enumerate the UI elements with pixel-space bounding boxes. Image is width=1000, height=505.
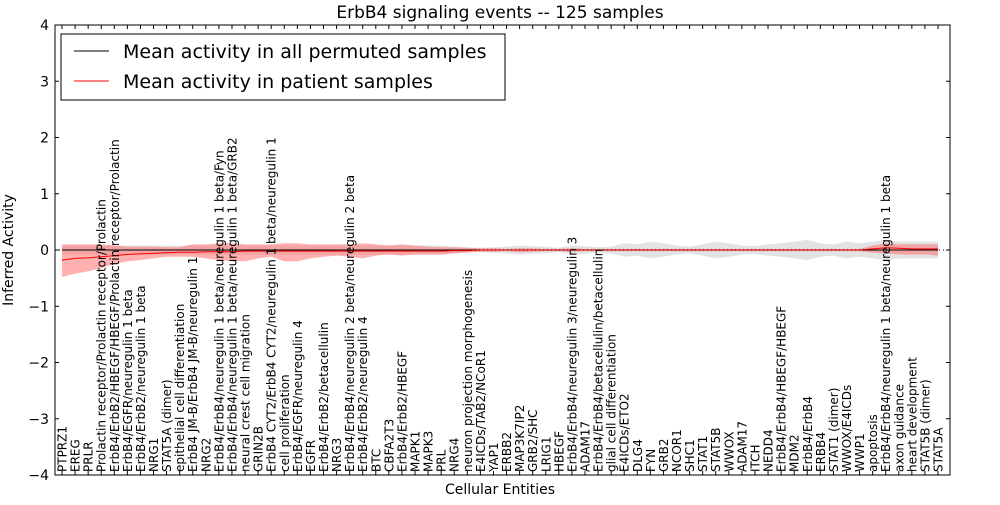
x-category-label: NRG2 bbox=[199, 438, 213, 472]
x-category-label: MAPK3 bbox=[422, 431, 436, 472]
x-category-label: GRB2 bbox=[657, 438, 671, 472]
x-category-label: ErbB4 JM-B/ErbB4 JM-B/neuregulin 1 bbox=[186, 257, 200, 472]
x-category-label: NEDD4 bbox=[762, 429, 776, 472]
x-category-label: ErbB4/ErbB2/neuregulin 4 bbox=[356, 316, 370, 472]
x-category-label: glial cell differentiation bbox=[605, 334, 619, 472]
y-axis-title: Inferred Activity bbox=[1, 194, 17, 306]
x-category-label: ITCH bbox=[749, 444, 763, 472]
y-tick-label: 1 bbox=[40, 187, 49, 203]
x-category-label: ErbB4/ErbB2/betacellulin bbox=[317, 322, 331, 472]
x-category-label: EREG bbox=[69, 439, 83, 472]
y-tick-label: −1 bbox=[28, 299, 49, 315]
x-category-label: E4ICDs/ETO2 bbox=[618, 393, 632, 472]
x-category-label: SHC1 bbox=[683, 439, 697, 472]
x-category-label: ADAM17 bbox=[579, 421, 593, 472]
series-lines bbox=[55, 247, 950, 261]
x-category-label: STAT5B (dimer) bbox=[918, 379, 932, 472]
x-category-label: STAT5B bbox=[709, 428, 723, 473]
x-category-label: MAPK1 bbox=[409, 431, 423, 472]
y-tick-label: −3 bbox=[28, 412, 49, 428]
x-category-label: ErbB4/ErbB4/HBEGF/HBEGF bbox=[775, 306, 789, 472]
x-category-label: NRG3 bbox=[330, 438, 344, 472]
x-category-label: ErbB4/ErbB4/betacellulin/betacellulin bbox=[592, 249, 606, 472]
x-category-label: CBFA2T3 bbox=[382, 419, 396, 472]
x-axis bbox=[61, 25, 939, 475]
x-category-label: ERBB4 bbox=[814, 432, 828, 472]
x-category-label: ErbB4/EGFR/neuregulin 1 beta bbox=[121, 289, 135, 472]
x-category-label: ErbB4/ErbB4/neuregulin 2 beta/neuregulin… bbox=[343, 175, 357, 472]
x-category-label: STAT1 bbox=[696, 436, 710, 472]
x-category-label: GRIN2B bbox=[252, 426, 266, 472]
x-category-label: E4ICDs/TAB2/NCoR1 bbox=[474, 350, 488, 472]
x-category-label: ErbB4 CYT2/ErbB4 CYT2/neuregulin 1 beta/… bbox=[265, 137, 279, 472]
x-category-label: LRIG1 bbox=[539, 437, 553, 473]
y-tick-label: 4 bbox=[40, 18, 49, 34]
x-category-label: cell proliferation bbox=[278, 374, 292, 472]
x-category-label: EGFR bbox=[304, 440, 318, 472]
x-category-label: ErbB4/EGFR/neuregulin 4 bbox=[291, 320, 305, 472]
x-category-label: YAP1 bbox=[487, 443, 501, 473]
x-category-label: PRLR bbox=[82, 441, 96, 472]
x-category-label: PRL bbox=[435, 449, 449, 472]
x-category-label: ErbB4/ErbB2/neuregulin 1 beta bbox=[134, 285, 148, 472]
legend-label-1: Mean activity in patient samples bbox=[123, 71, 433, 93]
y-tick-label: −2 bbox=[28, 356, 49, 372]
legend-label-0: Mean activity in all permuted samples bbox=[123, 41, 486, 63]
legend-box bbox=[60, 33, 506, 101]
y-tick-label: 3 bbox=[40, 74, 49, 90]
x-category-label: WWP1 bbox=[853, 433, 867, 472]
x-category-label: Prolactin receptor/Prolactin receptor/Pr… bbox=[95, 199, 109, 472]
x-category-label: STAT1 (dimer) bbox=[827, 388, 841, 472]
x-category-label: neural crest cell migration bbox=[239, 314, 253, 472]
x-category-label: WWOX bbox=[722, 431, 736, 472]
x-category-label: ErbB4/ErbB2/HBEGF bbox=[395, 351, 409, 472]
x-category-label: WWOX/E4ICDs bbox=[840, 385, 854, 472]
x-category-label: ErbB4/ErbB4/neuregulin 1 beta/neuregulin… bbox=[212, 150, 226, 472]
x-category-label: STAT5A bbox=[932, 427, 946, 472]
x-category-label: FYN bbox=[644, 449, 658, 472]
x-category-label: NCOR1 bbox=[670, 429, 684, 472]
x-category-label: ErbB4/ErbB4/neuregulin 1 beta/neuregulin… bbox=[879, 175, 893, 472]
x-axis-title: Cellular Entities bbox=[445, 482, 555, 498]
chart-title: ErbB4 signaling events -- 125 samples bbox=[336, 3, 663, 23]
x-category-label: GRB2/SHC bbox=[526, 409, 540, 472]
x-category-label: axon guidance bbox=[892, 384, 906, 472]
category-labels: PTPRZ1 EREG PRLR Prolactin receptor/Prolact… bbox=[56, 137, 946, 473]
x-category-label: MAP3K7IP2 bbox=[513, 405, 527, 472]
x-category-label: HBEGF bbox=[552, 431, 566, 472]
y-tick-label: −4 bbox=[28, 468, 49, 484]
x-category-label: apoptosis bbox=[866, 414, 880, 472]
series-band-1 bbox=[62, 243, 938, 277]
x-category-label: heart development bbox=[905, 357, 919, 472]
x-category-label: DLG4 bbox=[631, 439, 645, 472]
x-category-label: MDM2 bbox=[788, 434, 802, 472]
x-category-label: BTC bbox=[369, 449, 383, 472]
x-category-label: ErbB4/ErbB4/neuregulin 3/neuregulin 3 bbox=[565, 237, 579, 472]
y-tick-label: 0 bbox=[40, 243, 49, 259]
x-category-label: PTPRZ1 bbox=[56, 426, 70, 472]
x-category-label: ADAM17 bbox=[735, 421, 749, 472]
x-category-label: ErbB4/ErbB4 bbox=[801, 396, 815, 472]
x-category-label: NRG4 bbox=[448, 438, 462, 472]
x-category-label: ErbB4/ErbB4/neuregulin 1 beta/neuregulin… bbox=[226, 137, 240, 472]
x-category-label: epithelial cell differentiation bbox=[173, 304, 187, 472]
x-category-label: STAT5A (dimer) bbox=[160, 379, 174, 472]
x-category-label: ERBB2 bbox=[500, 432, 514, 472]
x-category-label: neuron projection morphogenesis bbox=[461, 270, 475, 472]
legend: Mean activity in all permuted samples Mea… bbox=[60, 33, 506, 101]
y-tick-label: 2 bbox=[40, 131, 49, 147]
y-axis: −4 −3 −2 −1 0 1 2 3 4 bbox=[28, 18, 950, 484]
x-category-label: NRG1 bbox=[147, 438, 161, 472]
x-category-label: ErbB4/ErbB2/HBEGF/HBEGF/Prolactin recept… bbox=[108, 139, 122, 472]
